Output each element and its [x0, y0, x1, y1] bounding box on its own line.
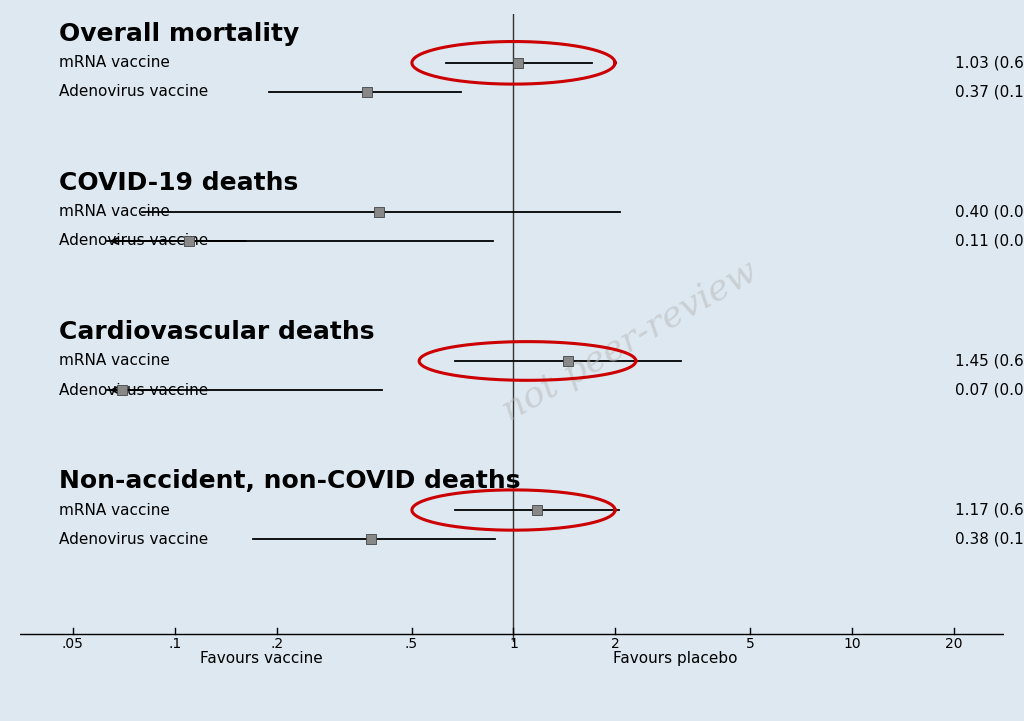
Text: Overall mortality: Overall mortality [59, 22, 299, 45]
Text: Adenovirus vaccine: Adenovirus vaccine [59, 531, 208, 547]
Text: 1: 1 [509, 637, 518, 651]
Text: Non-accident, non-COVID deaths: Non-accident, non-COVID deaths [59, 469, 520, 493]
Text: .1: .1 [168, 637, 181, 651]
Text: 5: 5 [745, 637, 755, 651]
Text: Adenovirus vaccine: Adenovirus vaccine [59, 234, 208, 249]
Text: 20: 20 [945, 637, 963, 651]
Text: Cardiovascular deaths: Cardiovascular deaths [59, 320, 375, 344]
Text: 0.40 (0.08, 2.06): 0.40 (0.08, 2.06) [955, 204, 1024, 219]
Text: .2: .2 [270, 637, 284, 651]
Text: mRNA vaccine: mRNA vaccine [59, 353, 170, 368]
Text: mRNA vaccine: mRNA vaccine [59, 204, 170, 219]
Text: not peer-review: not peer-review [497, 254, 764, 428]
Text: 10: 10 [844, 637, 861, 651]
Text: 1.45 (0.67, 3.13): 1.45 (0.67, 3.13) [955, 353, 1024, 368]
Text: 0.38 (0.17, 0.88): 0.38 (0.17, 0.88) [955, 531, 1024, 547]
Text: Adenovirus vaccine: Adenovirus vaccine [59, 84, 208, 99]
Text: .05: .05 [62, 637, 84, 651]
Text: .5: .5 [404, 637, 418, 651]
Text: Favours vaccine: Favours vaccine [200, 651, 323, 666]
Text: mRNA vaccine: mRNA vaccine [59, 56, 170, 71]
Text: 0.11 (0.02, 0.87): 0.11 (0.02, 0.87) [955, 234, 1024, 249]
Text: Favours placebo: Favours placebo [612, 651, 737, 666]
Text: 1.17 (0.67, 2.05): 1.17 (0.67, 2.05) [955, 503, 1024, 518]
Text: 0.37 (0.19, 0.70): 0.37 (0.19, 0.70) [955, 84, 1024, 99]
Text: 2: 2 [611, 637, 620, 651]
Text: 1.03 (0.63, 1.71): 1.03 (0.63, 1.71) [955, 56, 1024, 71]
Text: Adenovirus vaccine: Adenovirus vaccine [59, 383, 208, 397]
Text: COVID-19 deaths: COVID-19 deaths [59, 171, 298, 195]
Text: mRNA vaccine: mRNA vaccine [59, 503, 170, 518]
Text: 0.07 (0.01, 0.41): 0.07 (0.01, 0.41) [955, 383, 1024, 397]
